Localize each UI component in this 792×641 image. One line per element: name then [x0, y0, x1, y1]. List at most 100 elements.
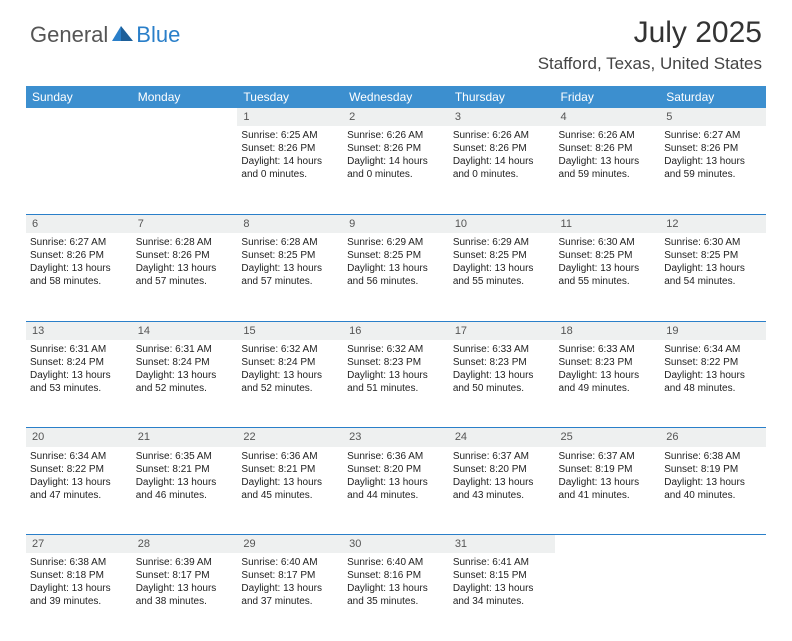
day-cell: Sunrise: 6:40 AMSunset: 8:17 PMDaylight:…	[237, 553, 343, 641]
day-cell: Sunrise: 6:38 AMSunset: 8:18 PMDaylight:…	[26, 553, 132, 641]
day-number-cell: 28	[132, 535, 238, 554]
weekday-header: Friday	[555, 86, 661, 108]
day-cell: Sunrise: 6:35 AMSunset: 8:21 PMDaylight:…	[132, 447, 238, 535]
daylight-line: Daylight: 13 hours	[664, 155, 762, 168]
sunset-line: Sunset: 8:25 PM	[664, 249, 762, 262]
day-number-cell: 23	[343, 428, 449, 447]
sunrise-line: Sunrise: 6:33 AM	[559, 343, 657, 356]
daylight-line: Daylight: 13 hours	[453, 476, 551, 489]
daylight-line: Daylight: 13 hours	[559, 155, 657, 168]
sunset-line: Sunset: 8:25 PM	[241, 249, 339, 262]
day-number-cell: 22	[237, 428, 343, 447]
sunrise-line: Sunrise: 6:31 AM	[136, 343, 234, 356]
sunset-line: Sunset: 8:25 PM	[453, 249, 551, 262]
daylight-line: Daylight: 13 hours	[241, 369, 339, 382]
sunset-line: Sunset: 8:17 PM	[241, 569, 339, 582]
day-cell: Sunrise: 6:32 AMSunset: 8:24 PMDaylight:…	[237, 340, 343, 428]
day-number-cell: 17	[449, 321, 555, 340]
day-number-cell: 30	[343, 535, 449, 554]
day-cell: Sunrise: 6:33 AMSunset: 8:23 PMDaylight:…	[555, 340, 661, 428]
daylight-line: Daylight: 13 hours	[453, 262, 551, 275]
daylight-line: Daylight: 13 hours	[559, 476, 657, 489]
daylight-line: Daylight: 13 hours	[664, 369, 762, 382]
sunset-line: Sunset: 8:26 PM	[136, 249, 234, 262]
sunset-line: Sunset: 8:21 PM	[241, 463, 339, 476]
sunset-line: Sunset: 8:24 PM	[30, 356, 128, 369]
logo: General Blue	[30, 16, 180, 48]
daylight-line: Daylight: 13 hours	[347, 582, 445, 595]
daylight-line: Daylight: 13 hours	[30, 582, 128, 595]
sunset-line: Sunset: 8:26 PM	[241, 142, 339, 155]
sunset-line: Sunset: 8:15 PM	[453, 569, 551, 582]
daylight-line2: and 59 minutes.	[664, 168, 762, 181]
sunrise-line: Sunrise: 6:33 AM	[453, 343, 551, 356]
day-cell: Sunrise: 6:28 AMSunset: 8:25 PMDaylight:…	[237, 233, 343, 321]
day-cell	[660, 553, 766, 641]
day-number-cell: 14	[132, 321, 238, 340]
day-cell: Sunrise: 6:33 AMSunset: 8:23 PMDaylight:…	[449, 340, 555, 428]
day-number-cell: 12	[660, 214, 766, 233]
weekday-header: Tuesday	[237, 86, 343, 108]
day-number-cell: 7	[132, 214, 238, 233]
sunset-line: Sunset: 8:20 PM	[347, 463, 445, 476]
sunset-line: Sunset: 8:19 PM	[664, 463, 762, 476]
daylight-line: Daylight: 13 hours	[347, 369, 445, 382]
sunrise-line: Sunrise: 6:32 AM	[347, 343, 445, 356]
day-number-row: 20212223242526	[26, 428, 766, 447]
day-cell: Sunrise: 6:38 AMSunset: 8:19 PMDaylight:…	[660, 447, 766, 535]
day-number-cell: 5	[660, 108, 766, 126]
day-cell: Sunrise: 6:36 AMSunset: 8:20 PMDaylight:…	[343, 447, 449, 535]
sunset-line: Sunset: 8:23 PM	[559, 356, 657, 369]
day-cell: Sunrise: 6:28 AMSunset: 8:26 PMDaylight:…	[132, 233, 238, 321]
daylight-line2: and 56 minutes.	[347, 275, 445, 288]
header: General Blue July 2025 Stafford, Texas, …	[0, 0, 792, 78]
daylight-line: Daylight: 13 hours	[241, 476, 339, 489]
daylight-line2: and 49 minutes.	[559, 382, 657, 395]
daylight-line: Daylight: 13 hours	[664, 262, 762, 275]
day-cell: Sunrise: 6:32 AMSunset: 8:23 PMDaylight:…	[343, 340, 449, 428]
sunset-line: Sunset: 8:25 PM	[559, 249, 657, 262]
sunset-line: Sunset: 8:18 PM	[30, 569, 128, 582]
day-number-cell: 9	[343, 214, 449, 233]
daylight-line: Daylight: 13 hours	[241, 262, 339, 275]
title-block: July 2025 Stafford, Texas, United States	[538, 16, 762, 74]
daylight-line: Daylight: 13 hours	[453, 582, 551, 595]
daylight-line: Daylight: 13 hours	[30, 262, 128, 275]
sunrise-line: Sunrise: 6:38 AM	[664, 450, 762, 463]
day-cell: Sunrise: 6:36 AMSunset: 8:21 PMDaylight:…	[237, 447, 343, 535]
location-subtitle: Stafford, Texas, United States	[538, 54, 762, 74]
day-cell: Sunrise: 6:30 AMSunset: 8:25 PMDaylight:…	[555, 233, 661, 321]
daylight-line2: and 41 minutes.	[559, 489, 657, 502]
day-cell: Sunrise: 6:31 AMSunset: 8:24 PMDaylight:…	[26, 340, 132, 428]
sunset-line: Sunset: 8:21 PM	[136, 463, 234, 476]
daylight-line: Daylight: 13 hours	[347, 476, 445, 489]
day-cell: Sunrise: 6:41 AMSunset: 8:15 PMDaylight:…	[449, 553, 555, 641]
day-cell	[555, 553, 661, 641]
daylight-line2: and 43 minutes.	[453, 489, 551, 502]
day-number-cell: 31	[449, 535, 555, 554]
daylight-line2: and 51 minutes.	[347, 382, 445, 395]
day-cell: Sunrise: 6:27 AMSunset: 8:26 PMDaylight:…	[660, 126, 766, 214]
sunrise-line: Sunrise: 6:27 AM	[664, 129, 762, 142]
daylight-line: Daylight: 13 hours	[30, 369, 128, 382]
day-number-cell: 27	[26, 535, 132, 554]
daylight-line: Daylight: 13 hours	[136, 262, 234, 275]
day-cell: Sunrise: 6:26 AMSunset: 8:26 PMDaylight:…	[343, 126, 449, 214]
daylight-line2: and 59 minutes.	[559, 168, 657, 181]
weekday-header: Thursday	[449, 86, 555, 108]
day-number-cell	[132, 108, 238, 126]
sunset-line: Sunset: 8:26 PM	[664, 142, 762, 155]
sunrise-line: Sunrise: 6:37 AM	[559, 450, 657, 463]
sunrise-line: Sunrise: 6:26 AM	[559, 129, 657, 142]
day-number-cell: 2	[343, 108, 449, 126]
day-number-cell: 19	[660, 321, 766, 340]
sunrise-line: Sunrise: 6:39 AM	[136, 556, 234, 569]
day-content-row: Sunrise: 6:31 AMSunset: 8:24 PMDaylight:…	[26, 340, 766, 428]
day-number-row: 13141516171819	[26, 321, 766, 340]
sunrise-line: Sunrise: 6:26 AM	[347, 129, 445, 142]
day-cell: Sunrise: 6:29 AMSunset: 8:25 PMDaylight:…	[343, 233, 449, 321]
daylight-line2: and 55 minutes.	[559, 275, 657, 288]
sunrise-line: Sunrise: 6:28 AM	[241, 236, 339, 249]
sunrise-line: Sunrise: 6:27 AM	[30, 236, 128, 249]
daylight-line: Daylight: 14 hours	[241, 155, 339, 168]
